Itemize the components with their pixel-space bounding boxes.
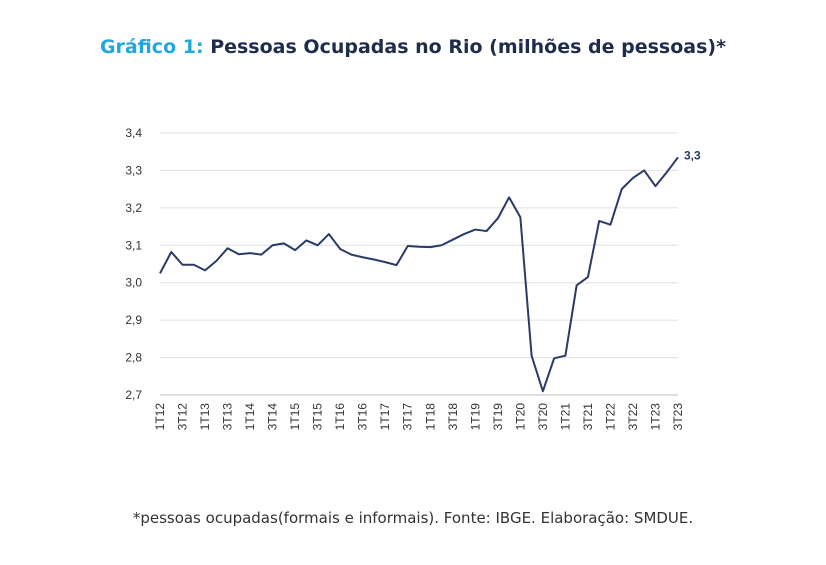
data-point: [508, 196, 510, 198]
x-tick-label: 1T21: [558, 403, 572, 431]
y-tick-label: 3,1: [125, 238, 142, 252]
data-point: [204, 269, 206, 271]
chart-title-prefix: Gráfico 1:: [99, 36, 204, 58]
data-point: [564, 355, 566, 357]
y-tick-label: 2,7: [125, 388, 142, 402]
x-tick-label: 3T12: [176, 403, 190, 431]
chart-title: Gráfico 1: Pessoas Ocupadas no Rio (milh…: [0, 36, 826, 58]
x-tick-label: 3T18: [446, 403, 460, 431]
x-tick-label: 1T12: [153, 403, 167, 431]
series-line: [159, 156, 679, 393]
data-point: [395, 264, 397, 266]
data-point: [609, 224, 611, 226]
x-tick-label: 1T23: [648, 403, 662, 431]
data-point: [621, 188, 623, 190]
data-point: [643, 169, 645, 171]
data-point: [576, 284, 578, 286]
data-point: [587, 276, 589, 278]
y-tick-label: 3,3: [125, 163, 142, 177]
x-tick-label: 3T17: [401, 403, 415, 431]
x-tick-label: 3T15: [311, 403, 325, 431]
data-point: [328, 233, 330, 235]
data-point: [474, 229, 476, 231]
x-tick-label: 3T16: [356, 403, 370, 431]
data-point: [294, 249, 296, 251]
data-point: [215, 260, 217, 262]
data-point: [305, 239, 307, 241]
footnote: *pessoas ocupadas(formais e informais). …: [132, 509, 694, 527]
x-tick-label: 3T20: [536, 403, 550, 431]
y-tick-label: 3,2: [125, 201, 142, 215]
data-point: [339, 248, 341, 250]
data-point: [429, 246, 431, 248]
x-tick-label: 1T15: [288, 403, 302, 431]
data-point: [407, 245, 409, 247]
data-point: [598, 220, 600, 222]
x-tick-label: 1T17: [378, 403, 392, 431]
data-point: [272, 244, 274, 246]
data-point: [666, 171, 668, 173]
x-tick-label: 1T16: [333, 403, 347, 431]
data-point: [531, 355, 533, 357]
x-tick-label: 1T14: [243, 403, 257, 431]
data-point: [452, 239, 454, 241]
data-point: [283, 242, 285, 244]
x-tick-label: 3T23: [671, 403, 685, 431]
data-point: [553, 357, 555, 359]
x-tick-label: 1T13: [198, 403, 212, 431]
data-point: [519, 216, 521, 218]
data-point: [182, 264, 184, 266]
data-point: [418, 246, 420, 248]
data-point: [362, 256, 364, 258]
x-tick-label: 3T19: [491, 403, 505, 431]
y-tick-label: 2,9: [125, 313, 142, 327]
x-tick-label: 1T19: [468, 403, 482, 431]
y-tick-label: 3,0: [125, 276, 142, 290]
data-point: [317, 244, 319, 246]
data-point: [260, 254, 262, 256]
data-point: [463, 233, 465, 235]
chart-title-main: Pessoas Ocupadas no Rio (milhões de pess…: [210, 36, 727, 58]
x-tick-label: 1T22: [603, 403, 617, 431]
x-tick-label: 1T18: [423, 403, 437, 431]
data-point: [486, 230, 488, 232]
data-point: [193, 264, 195, 266]
data-point: [159, 272, 161, 274]
data-point: [170, 251, 172, 253]
line-chart: 3,4 3,3 3,2 3,1 3,0 2,9 2,8 2,7 1T12 3T12 1T13 3T13…: [125, 126, 701, 431]
data-point: [384, 261, 386, 263]
data-point: [441, 244, 443, 246]
data-point: [632, 177, 634, 179]
x-tick-label: 3T13: [221, 403, 235, 431]
y-tick-label: 3,4: [125, 126, 142, 140]
data-point: [542, 390, 544, 392]
data-point: [677, 156, 679, 158]
data-point: [227, 247, 229, 249]
x-tick-label: 3T14: [266, 403, 280, 431]
data-point: [238, 253, 240, 255]
x-tick-label: 3T22: [626, 403, 640, 431]
end-value-label: 3,3: [684, 148, 701, 162]
data-point: [350, 254, 352, 256]
data-point: [654, 185, 656, 187]
data-point: [497, 217, 499, 219]
y-tick-label: 2,8: [125, 351, 142, 365]
data-point: [373, 259, 375, 261]
data-point: [249, 252, 251, 254]
x-tick-label: 1T20: [513, 403, 527, 431]
x-tick-label: 3T21: [581, 403, 595, 431]
